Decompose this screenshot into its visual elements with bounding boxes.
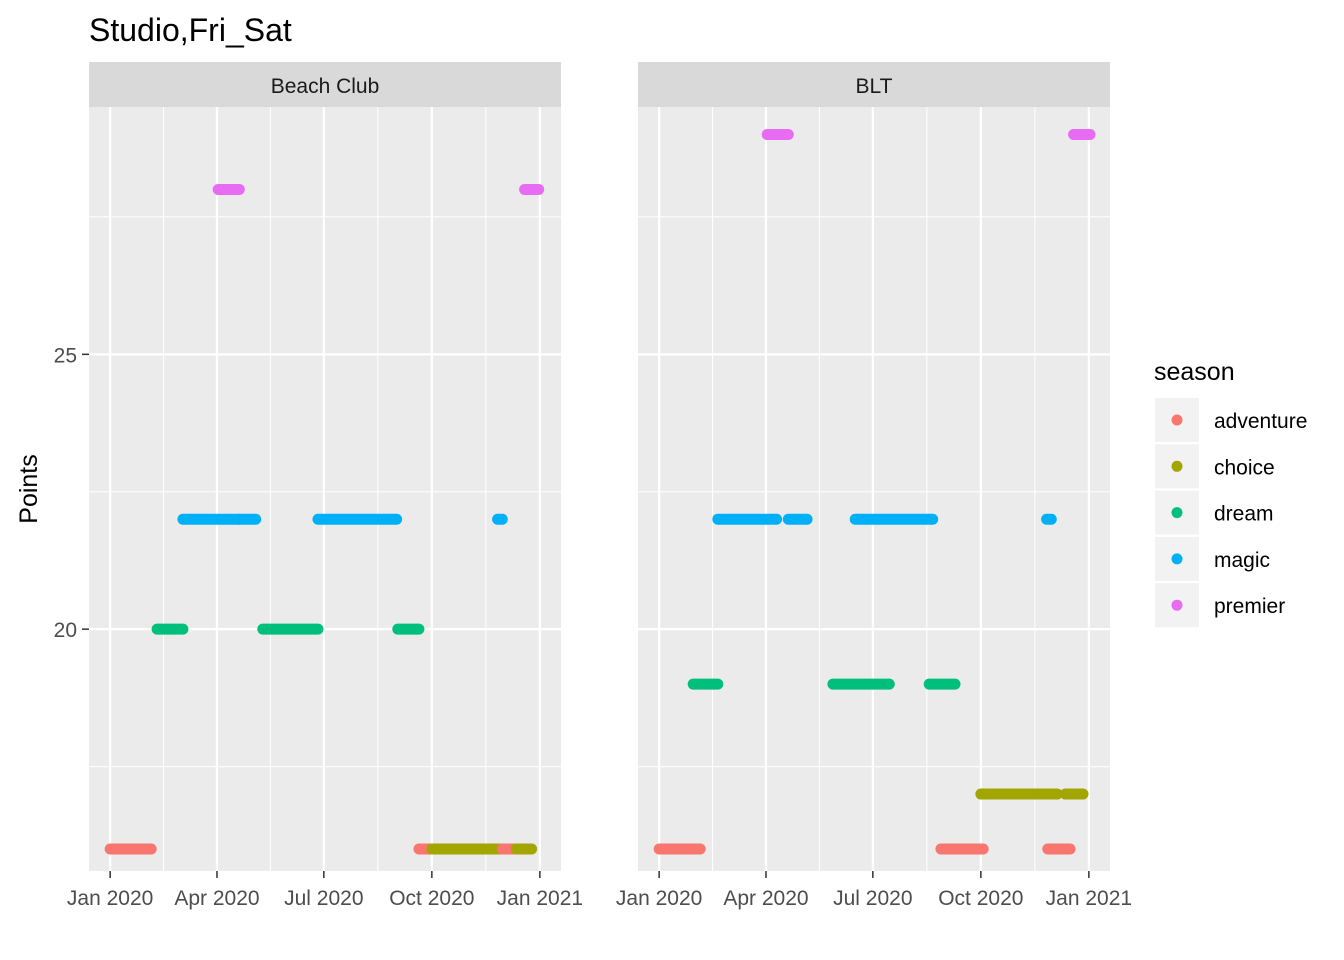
legend-label: dream xyxy=(1214,503,1274,526)
y-tick-label: 20 xyxy=(54,619,77,642)
legend-item-premier: premier xyxy=(1155,583,1285,628)
facet-panel: Beach Club Jan 2020 Apr 2020 Jul 2020 Oct 20… xyxy=(54,62,583,910)
panel-background xyxy=(89,107,561,871)
legend-label: adventure xyxy=(1214,410,1307,433)
facet-strip xyxy=(638,62,1110,107)
legend-item-magic: magic xyxy=(1155,536,1270,581)
legend-item-dream: dream xyxy=(1155,490,1274,535)
legend: season adventure choice dream magic premier xyxy=(1154,358,1307,628)
x-tick-label: Jan 2021 xyxy=(1046,887,1132,910)
facet-panel: BLT Jan 2020 Apr 2020 Jul 2020 Oct 2020 Jan 2… xyxy=(616,62,1132,910)
facet-strip-label: BLT xyxy=(856,75,893,98)
legend-item-adventure: adventure xyxy=(1155,398,1307,442)
legend-label: magic xyxy=(1214,549,1270,572)
y-axis-title: Points xyxy=(15,454,43,523)
legend-swatch xyxy=(1171,599,1183,611)
legend-title: season xyxy=(1154,358,1235,386)
x-tick-label: Oct 2020 xyxy=(389,887,474,910)
x-tick-label: Jan 2020 xyxy=(67,887,153,910)
legend-label: choice xyxy=(1214,456,1275,479)
x-tick-label: Jul 2020 xyxy=(833,887,912,910)
y-tick-label: 25 xyxy=(54,344,77,367)
legend-swatch xyxy=(1171,507,1183,519)
chart-title: Studio,Fri_Sat xyxy=(89,12,292,48)
legend-item-choice: choice xyxy=(1155,444,1275,489)
x-tick-label: Jul 2020 xyxy=(284,887,363,910)
legend-label: premier xyxy=(1214,595,1285,618)
facet-strip-label: Beach Club xyxy=(271,75,380,98)
legend-swatch xyxy=(1171,414,1183,426)
panel-background xyxy=(638,107,1110,871)
legend-swatch xyxy=(1171,460,1183,472)
x-tick-label: Jan 2021 xyxy=(497,887,583,910)
x-tick-label: Apr 2020 xyxy=(723,887,808,910)
facet-strip xyxy=(89,62,561,107)
x-tick-label: Jan 2020 xyxy=(616,887,702,910)
chart-panels: Beach Club Jan 2020 Apr 2020 Jul 2020 Oct 20… xyxy=(54,62,1132,910)
x-tick-label: Apr 2020 xyxy=(174,887,259,910)
x-tick-label: Oct 2020 xyxy=(938,887,1023,910)
legend-swatch xyxy=(1171,553,1183,565)
